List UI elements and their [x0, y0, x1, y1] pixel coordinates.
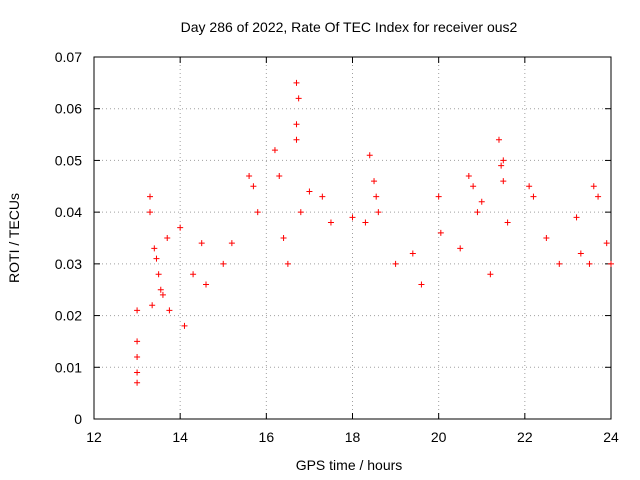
x-tick-label: 24 — [603, 429, 619, 445]
data-point — [306, 188, 313, 195]
data-point — [166, 307, 173, 314]
data-point — [327, 219, 334, 226]
data-point — [293, 136, 300, 143]
data-point — [319, 193, 326, 200]
data-point — [504, 219, 511, 226]
y-tick-label: 0.02 — [55, 308, 82, 324]
data-point — [437, 229, 444, 236]
y-tick-label: 0.05 — [55, 152, 82, 168]
x-tick-label: 18 — [345, 429, 361, 445]
data-point — [595, 193, 602, 200]
data-point — [474, 209, 481, 216]
data-point — [409, 250, 416, 257]
data-point — [297, 209, 304, 216]
data-point — [280, 235, 287, 241]
data-point — [293, 121, 300, 128]
data-point — [284, 260, 291, 267]
data-point — [177, 224, 184, 231]
data-point — [418, 281, 425, 288]
data-point — [295, 95, 302, 102]
data-point — [159, 291, 166, 298]
x-tick-label: 16 — [259, 429, 275, 445]
grid-lines — [94, 57, 611, 419]
data-point — [181, 322, 188, 329]
y-tick-label: 0.01 — [55, 359, 82, 375]
data-point — [366, 152, 373, 159]
data-point — [495, 136, 502, 143]
data-point — [500, 157, 507, 164]
data-point — [470, 183, 477, 190]
data-point — [149, 302, 156, 309]
y-tick-label: 0.03 — [55, 256, 82, 272]
data-point — [478, 198, 485, 205]
y-axis-label: ROTI / TECUs — [6, 193, 22, 283]
data-point — [147, 193, 154, 200]
data-point — [371, 178, 378, 185]
data-point — [155, 271, 162, 278]
y-tick-label: 0.07 — [55, 49, 82, 65]
data-point — [164, 235, 171, 241]
data-point — [435, 193, 442, 200]
data-point — [147, 209, 154, 216]
data-point — [134, 369, 141, 376]
data-point — [151, 245, 158, 252]
data-point — [543, 235, 550, 241]
data-point — [250, 183, 257, 190]
y-tick-label: 0.04 — [55, 204, 82, 220]
data-point — [271, 147, 278, 154]
data-point — [246, 172, 253, 179]
data-point — [198, 240, 205, 247]
data-point — [487, 271, 494, 278]
data-point — [375, 209, 382, 216]
data-point — [134, 307, 141, 314]
data-point — [608, 260, 614, 267]
data-point — [373, 193, 380, 200]
data-point — [134, 338, 141, 345]
data-point — [134, 353, 141, 360]
data-point — [556, 260, 563, 267]
x-axis-label: GPS time / hours — [296, 457, 403, 473]
data-point — [228, 240, 235, 247]
y-tick-label: 0.06 — [55, 101, 82, 117]
chart-title: Day 286 of 2022, Rate Of TEC Index for r… — [181, 19, 518, 35]
data-point — [577, 250, 584, 257]
data-point — [276, 172, 283, 179]
data-point — [392, 260, 399, 267]
data-point — [526, 183, 533, 190]
data-point — [190, 271, 197, 278]
data-point — [220, 260, 227, 267]
data-point — [573, 214, 580, 221]
data-point — [530, 193, 537, 200]
data-point — [203, 281, 210, 288]
data-point — [157, 286, 164, 293]
data-point — [603, 240, 610, 247]
y-tick-label: 0 — [74, 411, 82, 427]
data-point — [254, 209, 261, 216]
data-point — [457, 245, 464, 252]
data-point — [153, 255, 160, 262]
data-point — [362, 219, 369, 226]
data-point — [134, 379, 141, 386]
data-point — [590, 183, 597, 190]
x-tick-label: 22 — [517, 429, 533, 445]
data-point — [465, 172, 472, 179]
data-point — [293, 79, 300, 86]
axis-ticks: 12 14 16 18 20 22 24 0 0.01 0.02 0.03 0.04 0.05 0.06 0… — [55, 49, 619, 445]
x-tick-label: 20 — [431, 429, 447, 445]
data-point — [498, 162, 505, 169]
x-tick-label: 12 — [86, 429, 102, 445]
data-points — [134, 79, 614, 386]
x-tick-label: 14 — [172, 429, 188, 445]
data-point — [586, 260, 593, 267]
data-point — [349, 214, 356, 221]
data-point — [500, 178, 507, 185]
